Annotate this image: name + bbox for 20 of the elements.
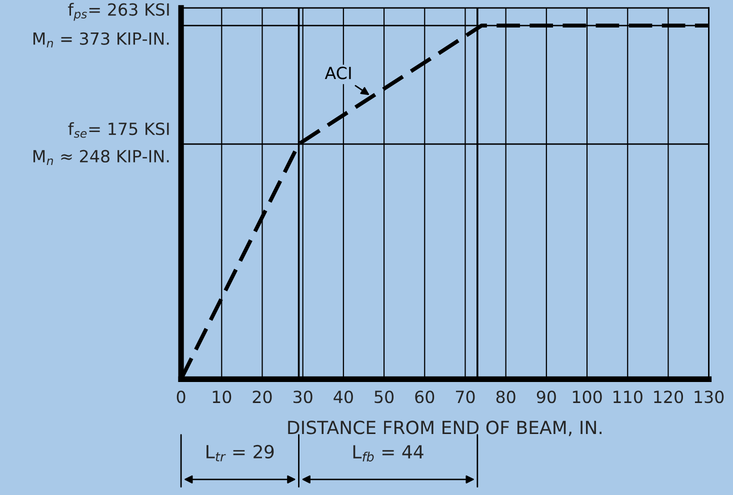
x-tick-label: 50 [374, 390, 394, 404]
text: f$_{se}$= 175 KSI M$_{n}$ ≈ 248 KIP-IN. [33, 122, 169, 166]
x-tick-label: 30 [294, 390, 312, 404]
x-tick-label: 60 [415, 390, 434, 404]
x-tick-label: 70 [456, 390, 475, 404]
x-tick-label: 0 [176, 390, 186, 404]
text: f$_{ps}$= 263 KSI M$_{n}$ = 373 KIP-IN. [33, 2, 169, 48]
x-tick-label: 10 [212, 390, 232, 404]
text: L$_{tr}$ = 29 [206, 444, 274, 462]
series-label: ACI [324, 66, 351, 80]
text: L$_{fb}$ = 44 [353, 445, 424, 462]
x-axis-title: DISTANCE FROM END OF BEAM, IN. [288, 420, 602, 436]
x-tick-label: 110 [614, 390, 642, 404]
x-tick-label: 120 [654, 390, 684, 404]
x-tick-label: 20 [252, 390, 272, 404]
x-tick-label: 100 [572, 390, 602, 404]
x-tick-label: 80 [496, 390, 516, 404]
x-tick-label: 130 [694, 390, 724, 404]
x-tick-label: 90 [536, 390, 556, 404]
x-tick-label: 40 [334, 390, 353, 404]
